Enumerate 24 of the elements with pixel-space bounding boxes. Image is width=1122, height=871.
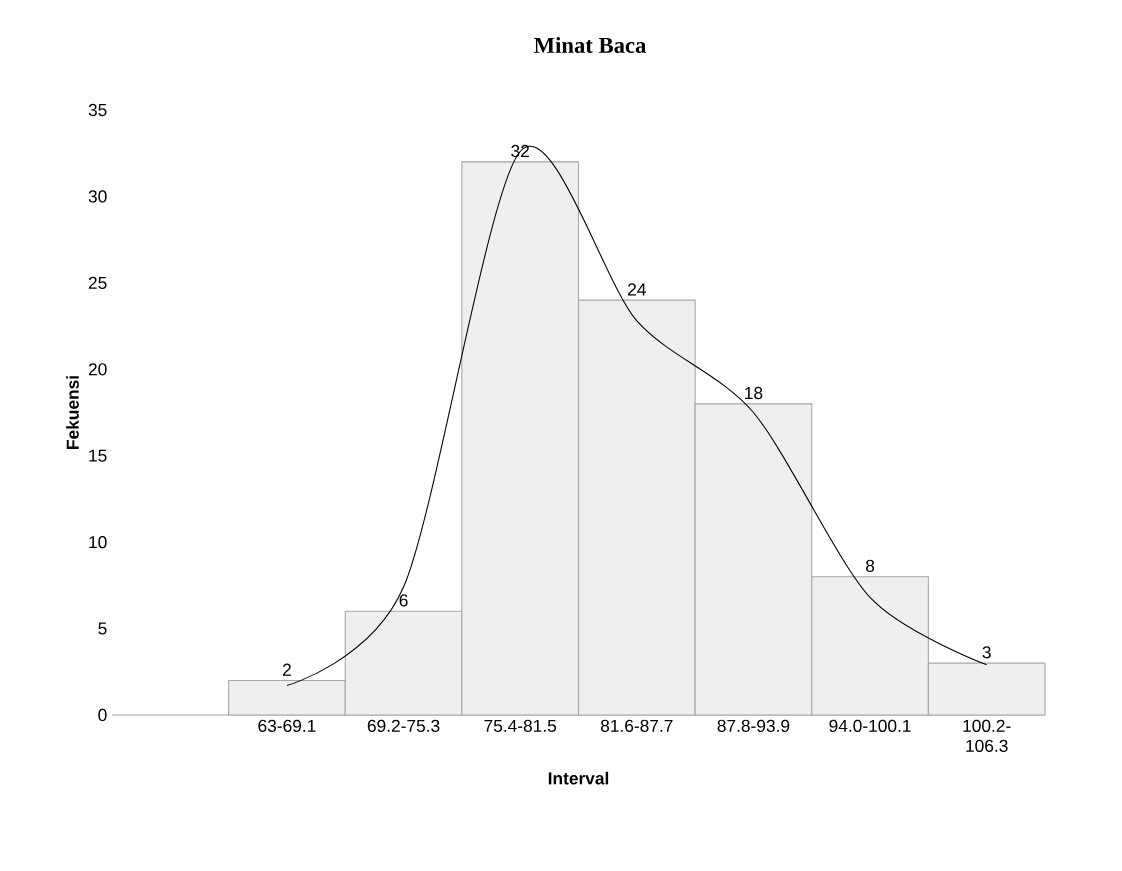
x-tick-label: 100.2-106.3 bbox=[963, 719, 1011, 752]
data-label: 18 bbox=[745, 386, 763, 400]
y-tick-label: 5 bbox=[98, 622, 107, 635]
x-axis-title: Interval bbox=[548, 771, 609, 785]
x-tick-label: 69.2-75.3 bbox=[367, 719, 440, 732]
y-tick-label: 0 bbox=[98, 708, 107, 722]
y-tick-label: 25 bbox=[88, 276, 107, 289]
x-tick-label: 63-69.1 bbox=[258, 719, 316, 732]
data-label: 8 bbox=[865, 559, 875, 572]
y-tick-label: 10 bbox=[89, 535, 107, 549]
x-tick-label: 81.6-87.7 bbox=[600, 719, 673, 732]
x-tick-label: 87.8-93.9 bbox=[717, 719, 790, 732]
chart-title: Minat Baca bbox=[534, 37, 647, 53]
data-label: 6 bbox=[399, 594, 408, 607]
data-label: 2 bbox=[283, 663, 291, 676]
y-tick-label: 35 bbox=[88, 103, 107, 117]
data-label: 24 bbox=[628, 283, 646, 296]
x-tick-label: 75.4-81.5 bbox=[484, 719, 557, 732]
y-tick-label: 30 bbox=[88, 190, 107, 203]
x-tick-label: 94.0-100.1 bbox=[829, 719, 911, 732]
data-label: 3 bbox=[982, 646, 991, 659]
y-tick-label: 20 bbox=[88, 363, 107, 376]
y-axis-title: Fekuensi bbox=[66, 376, 79, 449]
y-tick-label: 15 bbox=[89, 449, 107, 462]
